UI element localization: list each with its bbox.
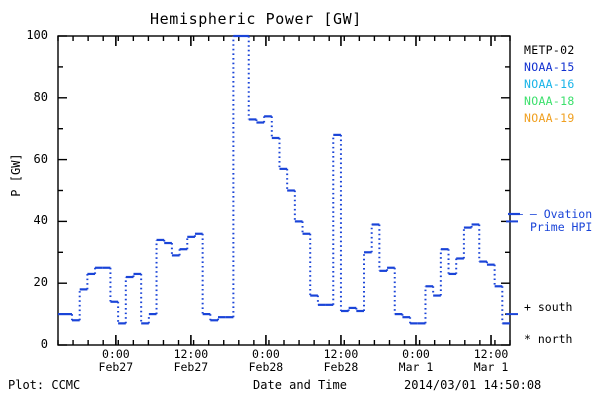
plot-frame: [57, 35, 511, 346]
ovation-legend-line: [506, 212, 520, 316]
y-tick-label: 80: [33, 89, 48, 104]
x-axis-ticks: [57, 36, 511, 345]
legend-satellites: METP-02 NOAA-15 NOAA-16 NOAA-18 NOAA-19: [524, 42, 575, 127]
x-tick-label: 12:00 Mar 1: [446, 348, 536, 374]
legend-ovation-line1: — — Ovation: [516, 207, 593, 221]
footer-plot-credit: Plot: CCMC: [8, 378, 81, 392]
legend-hemispheres: + south * north: [524, 300, 572, 364]
legend-entry-metp-02: METP-02: [524, 43, 575, 57]
x-tick-label: 12:00 Feb27: [146, 348, 236, 374]
y-tick-label: 60: [33, 151, 48, 166]
x-tick-time: 12:00: [323, 347, 359, 361]
x-tick-date: Mar 1: [473, 360, 509, 374]
legend-hemisphere-south: + south: [524, 300, 573, 314]
x-tick-time: 0:00: [252, 347, 280, 361]
footer-timestamp: 2014/03/01 14:50:08: [404, 378, 542, 392]
y-tick-label: 0: [40, 337, 48, 351]
legend-entry-noaa-18: NOAA-18: [524, 94, 575, 108]
x-tick-label: 0:00 Feb27: [71, 348, 161, 374]
legend-ovation-prime: — — Ovation Prime HPI: [516, 208, 592, 234]
x-tick-date: Mar 1: [398, 360, 434, 374]
x-tick-date: Feb27: [173, 360, 209, 374]
x-tick-date: Feb28: [323, 360, 359, 374]
x-tick-date: Feb27: [98, 360, 134, 374]
x-tick-label: 0:00 Mar 1: [371, 348, 461, 374]
x-tick-time: 12:00: [473, 347, 509, 361]
legend-entry-noaa-19: NOAA-19: [524, 111, 575, 125]
y-tick-label: 100: [26, 28, 48, 42]
footer-axis-title: Date and Time: [253, 378, 347, 392]
data-series-layer: [58, 34, 510, 325]
y-tick-label: 40: [33, 213, 48, 228]
legend-ovation-line2: Prime HPI: [530, 220, 593, 234]
x-tick-time: 0:00: [101, 347, 130, 361]
legend-hemisphere-north: * north: [524, 332, 573, 346]
y-tick-label: 20: [33, 275, 48, 290]
legend-entry-noaa-16: NOAA-16: [524, 77, 575, 91]
x-tick-time: 12:00: [173, 347, 209, 361]
page-title: Hemispheric Power [GW]: [150, 10, 362, 28]
x-tick-label: 12:00 Feb28: [296, 348, 386, 374]
legend-entry-noaa-15: NOAA-15: [524, 60, 575, 74]
x-tick-date: Feb28: [248, 360, 284, 374]
x-tick-label: 0:00 Feb28: [221, 348, 311, 374]
x-tick-time: 0:00: [402, 347, 430, 361]
